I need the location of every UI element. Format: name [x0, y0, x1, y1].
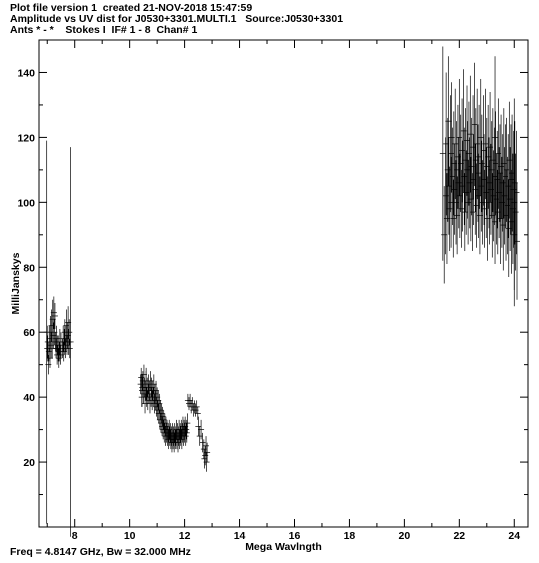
data-point	[503, 117, 510, 222]
data-point	[498, 114, 505, 219]
data-point	[492, 111, 499, 216]
data-point	[193, 400, 200, 414]
data-point	[203, 436, 210, 456]
data-point	[467, 75, 474, 193]
data-point	[476, 176, 483, 255]
data-point	[475, 124, 482, 222]
data-point	[139, 374, 146, 407]
data-point	[64, 322, 71, 349]
data-point	[44, 325, 51, 359]
data-marks	[43, 46, 521, 537]
data-point	[482, 88, 489, 200]
x-tick-label: 14	[234, 530, 246, 542]
data-point	[495, 98, 502, 209]
plot-header-line-2: Amplitude vs UV dist for J0530+3301.MULT…	[10, 13, 344, 25]
data-point	[456, 78, 463, 196]
data-point	[195, 416, 202, 437]
x-tick-label: 8	[72, 530, 78, 542]
data-point	[512, 153, 519, 271]
data-point	[439, 46, 446, 261]
data-point	[461, 173, 468, 252]
data-point	[63, 309, 70, 342]
data-point	[184, 413, 191, 433]
data-point	[446, 166, 453, 252]
y-tick-label: 40	[23, 392, 35, 404]
plot-footer: Freq = 4.8147 GHz, Bw = 32.000 MHz	[10, 546, 191, 558]
data-point	[500, 108, 507, 219]
y-tick-label: 20	[23, 457, 35, 469]
data-point	[458, 169, 465, 248]
data-point	[471, 62, 478, 187]
data-point	[194, 406, 201, 420]
axes: 8 10 12 14 16 18 20 22 24 20 40 60 80 100 120 140	[17, 39, 528, 542]
data-point	[51, 302, 58, 329]
y-tick-label: 140	[17, 67, 35, 79]
plot-header-line-3: Ants * - * Stokes I IF# 1 - 8 Chan# 1	[10, 24, 198, 36]
x-tick-label: 24	[508, 530, 520, 542]
data-point	[469, 173, 476, 252]
data-point	[452, 88, 459, 200]
x-tick-label: 18	[344, 530, 356, 542]
data-point	[143, 367, 150, 401]
y-tick-label: 120	[17, 132, 35, 144]
x-tick-label: 22	[453, 530, 465, 542]
y-tick-label: 80	[23, 262, 35, 274]
data-point	[66, 319, 73, 346]
data-point	[67, 147, 74, 537]
data-point	[477, 78, 484, 196]
plot-header-line-1: Plot file version 1 created 21-NOV-2018 …	[10, 2, 253, 14]
data-point	[198, 419, 205, 440]
data-point	[511, 98, 518, 307]
y-tick-label: 60	[23, 327, 35, 339]
data-point	[50, 296, 57, 329]
y-tick-label: 100	[17, 197, 35, 209]
data-point	[454, 176, 461, 255]
plot-frame	[38, 39, 529, 528]
x-tick-label: 12	[179, 530, 191, 542]
data-point	[450, 179, 457, 258]
x-axis-label: Mega Wavlngth	[245, 541, 322, 553]
data-point	[65, 306, 72, 339]
data-point	[492, 56, 499, 219]
x-tick-label: 20	[399, 530, 411, 542]
data-point	[53, 325, 60, 352]
data-point	[441, 186, 448, 284]
data-point	[201, 449, 208, 469]
data-point	[465, 101, 472, 206]
data-point	[183, 423, 190, 443]
x-tick-label: 10	[124, 530, 136, 542]
data-point	[138, 367, 145, 388]
data-point	[487, 91, 494, 203]
data-point	[465, 160, 472, 245]
y-axis-label: MilliJanskys	[10, 252, 22, 314]
x-tick-label: 16	[289, 530, 301, 542]
